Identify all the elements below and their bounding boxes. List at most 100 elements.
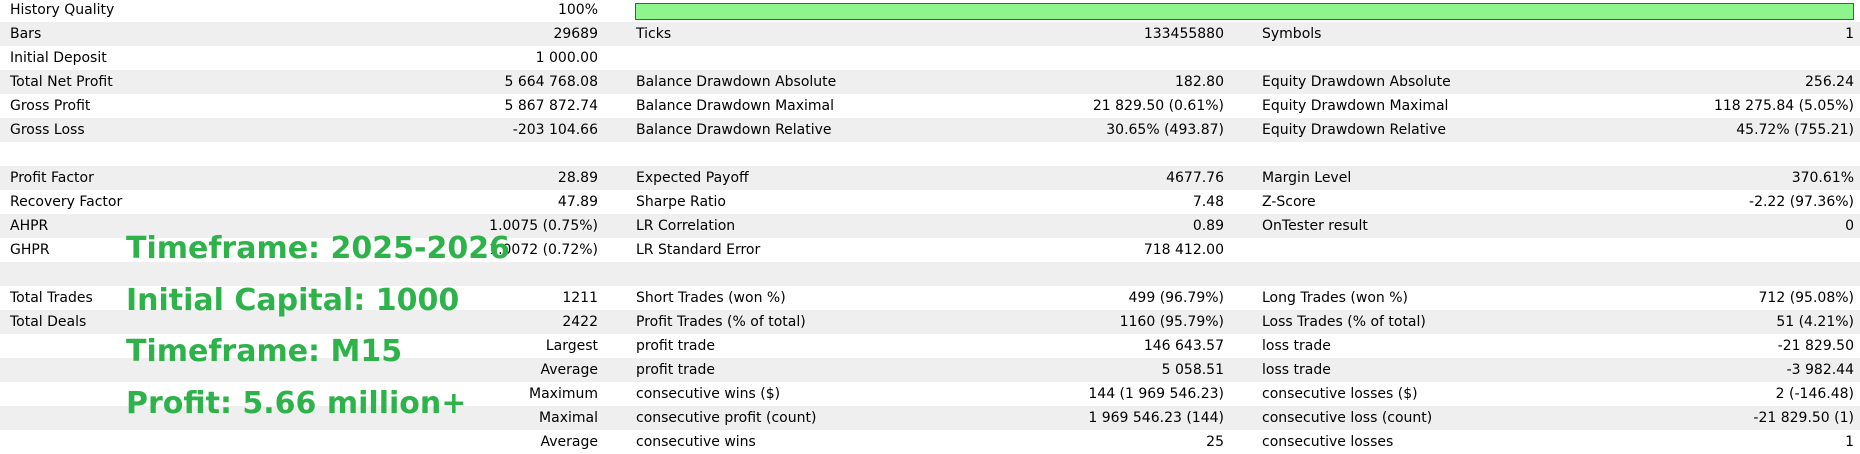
field-label: Balance Drawdown Maximal	[636, 98, 835, 114]
field-label: Profit Factor	[10, 170, 94, 186]
field-label: Gross Loss	[10, 122, 85, 138]
field-value: Average	[540, 434, 599, 450]
report-row: Profit Factor 28.89 Expected Payoff 4677.76…	[0, 166, 1860, 190]
field-label: Recovery Factor	[10, 194, 123, 210]
field-value: 2 (-146.48)	[1775, 386, 1854, 402]
field-value: Average	[540, 362, 599, 378]
report-row: GHPR 1.0072 (0.72%) LR Standard Error 718 4…	[0, 238, 1860, 262]
field-label: consecutive wins ($)	[636, 386, 781, 402]
field-label: Equity Drawdown Relative	[1262, 122, 1446, 138]
field-value: 29689	[553, 26, 598, 42]
overlay-text: Timeframe: M15	[126, 334, 403, 369]
field-value: 47.89	[557, 194, 598, 210]
field-value: 256.24	[1805, 74, 1854, 90]
field-value: 718 412.00	[1143, 242, 1224, 258]
field-value: Maximal	[539, 410, 598, 426]
field-value: 712 (95.08%)	[1758, 290, 1854, 306]
report-row: Recovery Factor 47.89 Sharpe Ratio 7.48 Z-Sc…	[0, 190, 1860, 214]
field-value: 5 867 872.74	[504, 98, 598, 114]
field-label: Profit Trades (% of total)	[636, 314, 806, 330]
field-label: Gross Profit	[10, 98, 91, 114]
field-label: Z-Score	[1262, 194, 1316, 210]
field-label: loss trade	[1262, 338, 1331, 354]
field-label: History Quality	[10, 2, 115, 18]
field-label: consecutive wins	[636, 434, 756, 450]
field-value: -2.22 (97.36%)	[1749, 194, 1854, 210]
field-label: Total Deals	[10, 314, 87, 330]
field-label: OnTester result	[1262, 218, 1368, 234]
field-label: Sharpe Ratio	[636, 194, 726, 210]
field-label: GHPR	[10, 242, 50, 258]
field-label: profit trade	[636, 338, 715, 354]
field-label: LR Correlation	[636, 218, 736, 234]
field-label: Ticks	[636, 26, 672, 42]
field-value: 0	[1845, 218, 1854, 234]
field-value: 25	[1206, 434, 1224, 450]
field-value: 133455880	[1143, 26, 1224, 42]
report-row: AHPR 1.0075 (0.75%) LR Correlation 0.89 OnTe…	[0, 214, 1860, 238]
field-value: 1160 (95.79%)	[1119, 314, 1224, 330]
field-value: 499 (96.79%)	[1128, 290, 1224, 306]
field-value: -203 104.66	[512, 122, 598, 138]
field-label: Total Net Profit	[10, 74, 113, 90]
field-value: 4677.76	[1166, 170, 1224, 186]
field-value: 370.61%	[1791, 170, 1854, 186]
field-label: loss trade	[1262, 362, 1331, 378]
report-row: Initial Deposit 1 000.00	[0, 46, 1860, 70]
report-row: Total Trades 1211 Short Trades (won %) 499 …	[0, 286, 1860, 310]
field-label: Initial Deposit	[10, 50, 107, 66]
report-row: History Quality 100%	[0, 0, 1860, 22]
field-label: Symbols	[1262, 26, 1322, 42]
overlay-text: Profit: 5.66 million+	[126, 386, 467, 421]
field-value: 45.72% (755.21)	[1736, 122, 1854, 138]
field-label: consecutive losses	[1262, 434, 1394, 450]
report-row: Largest profit trade 146 643.57 loss trade -…	[0, 334, 1860, 358]
field-value: 5 058.51	[1161, 362, 1224, 378]
field-value: 7.48	[1192, 194, 1224, 210]
overlay-text: Initial Capital: 1000	[126, 283, 460, 318]
report-row	[0, 262, 1860, 286]
field-value: 51 (4.21%)	[1776, 314, 1854, 330]
field-label: Expected Payoff	[636, 170, 749, 186]
field-value: 1211	[562, 290, 598, 306]
field-value: 1 969 546.23 (144)	[1088, 410, 1224, 426]
field-value: 1.0072 (0.72%)	[489, 242, 598, 258]
field-label: AHPR	[10, 218, 49, 234]
report-row: Total Deals 2422 Profit Trades (% of total…	[0, 310, 1860, 334]
field-label: Short Trades (won %)	[636, 290, 786, 306]
field-label: Balance Drawdown Relative	[636, 122, 832, 138]
report-row: Bars 29689 Ticks 133455880 Symbols 1	[0, 22, 1860, 46]
field-value: 100%	[557, 2, 598, 18]
report-row: Maximal consecutive profit (count) 1 969 5…	[0, 406, 1860, 430]
report-row: Average consecutive wins 25 consecutive los…	[0, 430, 1860, 454]
field-value: -21 829.50	[1777, 338, 1854, 354]
field-label: profit trade	[636, 362, 715, 378]
field-value: 28.89	[557, 170, 598, 186]
field-label: consecutive loss (count)	[1262, 410, 1433, 426]
report-row: Average profit trade 5 058.51 loss trade -3 …	[0, 358, 1860, 382]
field-value: -3 982.44	[1786, 362, 1854, 378]
field-value: 30.65% (493.87)	[1106, 122, 1224, 138]
field-value: 118 275.84 (5.05%)	[1713, 98, 1854, 114]
field-label: consecutive profit (count)	[636, 410, 817, 426]
field-label: Total Trades	[10, 290, 93, 306]
field-value: Maximum	[529, 386, 598, 402]
quality-bar	[635, 3, 1854, 20]
field-value: 5 664 768.08	[504, 74, 598, 90]
field-value: 144 (1 969 546.23)	[1088, 386, 1224, 402]
report-row	[0, 142, 1860, 166]
field-label: Margin Level	[1262, 170, 1352, 186]
field-value: 1.0075 (0.75%)	[489, 218, 598, 234]
report-row: Total Net Profit 5 664 768.08 Balance Draw…	[0, 70, 1860, 94]
field-label: Long Trades (won %)	[1262, 290, 1408, 306]
field-label: LR Standard Error	[636, 242, 761, 258]
field-label: Equity Drawdown Maximal	[1262, 98, 1449, 114]
field-value: 0.89	[1192, 218, 1224, 234]
report-row: Gross Profit 5 867 872.74 Balance Drawdown…	[0, 94, 1860, 118]
field-value: 2422	[562, 314, 598, 330]
field-value: Largest	[545, 338, 598, 354]
field-value: -21 829.50 (1)	[1753, 410, 1854, 426]
field-label: Balance Drawdown Absolute	[636, 74, 837, 90]
field-value: 1	[1845, 434, 1854, 450]
